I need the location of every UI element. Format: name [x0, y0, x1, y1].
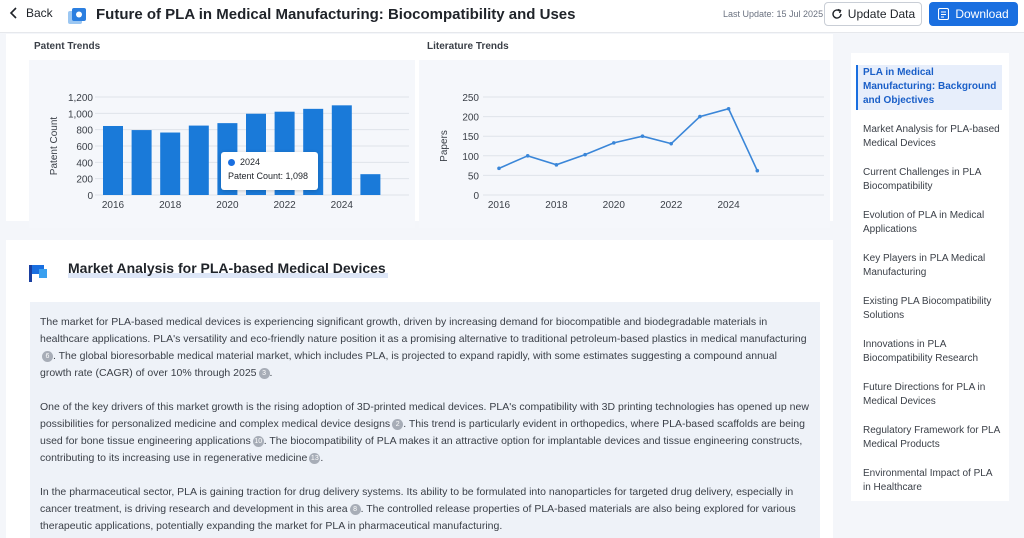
toc-item-regulatory[interactable]: Regulatory Framework for PLA Medical Pro…: [856, 424, 1002, 452]
y-tick-label: 0: [473, 191, 479, 202]
y-tick-label: 100: [462, 152, 479, 163]
data-point: [612, 141, 616, 145]
section-heading: Market Analysis for PLA-based Medical De…: [68, 260, 388, 278]
toc-item-future-directions[interactable]: Future Directions for PLA in Medical Dev…: [856, 381, 1002, 409]
data-point: [583, 153, 587, 157]
toc-item-evolution[interactable]: Evolution of PLA in Medical Applications: [856, 209, 1002, 237]
y-tick-label: 0: [87, 191, 93, 202]
paragraph-1: The market for PLA-based medical devices…: [40, 314, 810, 382]
series-dot: [228, 159, 235, 166]
last-update-text: Last Update: 15 Jul 2025: [723, 9, 823, 19]
x-tick-label: 2018: [545, 200, 568, 211]
trends-card: Patent Trends Literature Trends Patent C…: [6, 34, 833, 221]
citation-badge[interactable]: 3: [259, 368, 270, 379]
patent-bar-chart: Patent Count 0 200 400 600 800 1,000 1,200 2016 2…: [29, 60, 415, 228]
y-tick-label: 200: [76, 175, 93, 186]
tooltip-value: Patent Count: 1,098: [228, 171, 311, 181]
x-tick-label: 2024: [331, 200, 354, 211]
refresh-icon: [831, 8, 843, 20]
download-button[interactable]: Download: [929, 2, 1018, 26]
chevron-left-icon: [8, 7, 20, 19]
paragraph-text: The market for PLA-based medical devices…: [40, 316, 807, 345]
top-bar: Back Future of PLA in Medical Manufactur…: [0, 0, 1024, 33]
toc-item-innovations[interactable]: Innovations in PLA Biocompatibility Rese…: [856, 338, 1002, 366]
x-tick-label: 2018: [159, 200, 182, 211]
x-tick-label: 2022: [660, 200, 683, 211]
paragraph-3: In the pharmaceutical sector, PLA is gai…: [40, 484, 810, 535]
back-label: Back: [26, 6, 53, 20]
y-axis-title: Patent Count: [49, 117, 60, 176]
y-tick-label: 250: [462, 93, 479, 104]
toc-item-environmental[interactable]: Environmental Impact of PLA in Healthcar…: [856, 467, 1002, 495]
toc-item-current-challenges[interactable]: Current Challenges in PLA Biocompatibili…: [856, 166, 1002, 194]
y-tick-label: 1,000: [68, 109, 93, 120]
data-point: [555, 163, 559, 167]
data-point: [641, 134, 645, 138]
literature-chart-panel: Papers 0 50 100 150 200 250 2016 2018 2020 2022 202…: [419, 60, 830, 228]
toc-item-key-players[interactable]: Key Players in PLA Medical Manufacturing: [856, 252, 1002, 280]
bar: [103, 126, 123, 195]
toc-item-existing-solutions[interactable]: Existing PLA Biocompatibility Solutions: [856, 295, 1002, 323]
paragraph-text: .: [270, 367, 273, 379]
patent-chart-title: Patent Trends: [34, 41, 100, 52]
x-tick-label: 2020: [216, 200, 239, 211]
citation-badge[interactable]: 10: [253, 436, 264, 447]
y-tick-label: 600: [76, 142, 93, 153]
data-point: [727, 107, 731, 111]
data-point: [698, 115, 702, 119]
x-tick-label: 2016: [102, 200, 125, 211]
app-logo-icon: [66, 6, 88, 26]
literature-line-chart: Papers 0 50 100 150 200 250 2016 2018 2020 2022 202…: [419, 60, 830, 228]
bar: [360, 174, 380, 195]
data-point: [669, 142, 673, 146]
bar: [332, 105, 352, 195]
bar: [132, 130, 152, 195]
patent-chart-panel: Patent Count 0 200 400 600 800 1,000 1,200 2016 2…: [29, 60, 415, 228]
x-tick-label: 2024: [717, 200, 740, 211]
data-point: [756, 169, 760, 173]
flag-icon: [28, 262, 50, 284]
paragraph-2: One of the key drivers of this market gr…: [40, 399, 810, 467]
y-tick-label: 400: [76, 158, 93, 169]
literature-chart-title: Literature Trends: [427, 41, 509, 52]
y-tick-label: 150: [462, 132, 479, 143]
x-tick-label: 2022: [273, 200, 296, 211]
download-icon: [938, 8, 949, 20]
citation-badge[interactable]: 6: [42, 351, 53, 362]
page-title: Future of PLA in Medical Manufacturing: …: [96, 6, 575, 23]
y-tick-label: 50: [468, 171, 480, 182]
toc-item-background[interactable]: PLA in Medical Manufacturing: Background…: [856, 65, 1002, 110]
market-text: The market for PLA-based medical devices…: [30, 302, 820, 538]
series-line: [499, 109, 757, 171]
citation-badge[interactable]: 13: [309, 453, 320, 464]
citation-badge[interactable]: 8: [350, 504, 361, 515]
update-data-label: Update Data: [848, 7, 915, 21]
y-tick-label: 200: [462, 113, 479, 124]
toc-item-market-analysis[interactable]: Market Analysis for PLA-based Medical De…: [856, 123, 1002, 151]
y-axis-title: Papers: [439, 130, 450, 162]
tooltip-year: 2024: [240, 157, 260, 167]
x-tick-label: 2016: [488, 200, 511, 211]
citation-badge[interactable]: 2: [392, 419, 403, 430]
bar: [160, 133, 180, 195]
x-tick-label: 2020: [603, 200, 626, 211]
data-point: [497, 167, 501, 171]
download-label: Download: [955, 7, 1008, 21]
back-button[interactable]: Back: [8, 6, 53, 20]
table-of-contents: PLA in Medical Manufacturing: Background…: [851, 53, 1009, 501]
data-point: [526, 154, 530, 158]
y-tick-label: 800: [76, 126, 93, 137]
update-data-button[interactable]: Update Data: [824, 2, 922, 26]
paragraph-text: . The global bioresorbable medical mater…: [40, 350, 777, 379]
bar: [189, 126, 209, 195]
market-analysis-section: Market Analysis for PLA-based Medical De…: [6, 240, 833, 538]
paragraph-text: .: [320, 452, 323, 464]
chart-tooltip: 2024 Patent Count: 1,098: [221, 152, 318, 190]
y-tick-label: 1,200: [68, 93, 93, 104]
